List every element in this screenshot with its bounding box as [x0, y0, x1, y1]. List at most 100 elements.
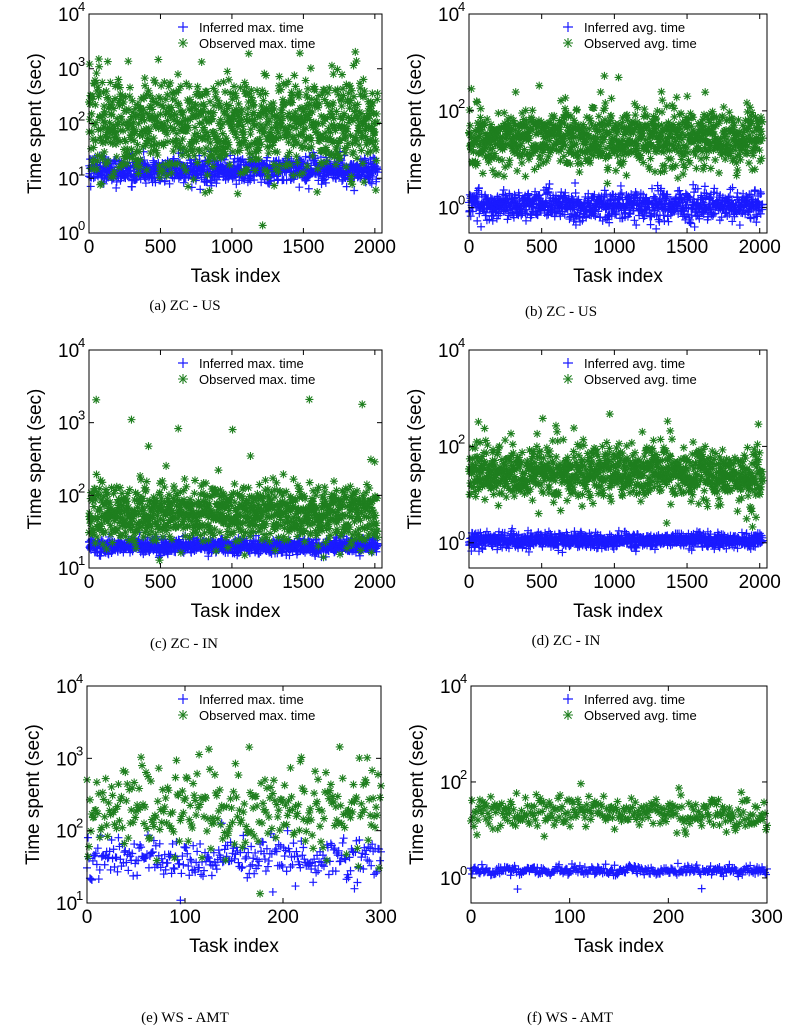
x-tick-label: 1500 — [666, 237, 708, 258]
data-point-observed — [199, 100, 208, 109]
data-point-observed — [275, 161, 284, 170]
data-point-observed — [288, 98, 297, 107]
data-point-observed — [476, 113, 485, 122]
data-point-observed — [163, 137, 172, 146]
data-point-observed — [358, 131, 367, 140]
data-point-observed — [118, 120, 127, 129]
data-point-observed — [110, 94, 119, 103]
data-point-inferred — [726, 185, 735, 194]
data-point-observed — [344, 139, 353, 148]
legend-label: Inferred avg. time — [584, 20, 685, 35]
data-point-observed — [306, 64, 315, 73]
data-point-observed — [89, 143, 98, 152]
data-point-observed — [121, 92, 130, 101]
data-point-inferred — [612, 209, 621, 218]
data-point-observed — [366, 136, 375, 145]
data-point-observed — [113, 135, 122, 144]
data-point-observed — [603, 179, 612, 188]
data-point-observed — [211, 92, 220, 101]
data-point-observed — [320, 95, 329, 104]
data-point-inferred — [632, 221, 641, 230]
data-point-observed — [349, 148, 358, 157]
data-point-observed — [370, 142, 379, 151]
data-point-observed — [285, 109, 294, 118]
data-point-observed — [337, 102, 346, 111]
data-point-observed — [96, 133, 105, 142]
data-point-observed — [345, 98, 354, 107]
data-point-observed — [143, 109, 152, 118]
data-point-observed — [189, 135, 198, 144]
data-point-observed — [95, 62, 104, 71]
data-point-observed — [113, 80, 122, 89]
data-point-observed — [282, 131, 291, 140]
data-point-observed — [276, 122, 285, 131]
data-point-observed — [214, 79, 223, 88]
data-point-observed — [556, 156, 565, 165]
data-point-observed — [317, 146, 326, 155]
data-point-observed — [91, 136, 100, 145]
data-point-observed — [338, 115, 347, 124]
data-point-observed — [331, 160, 340, 169]
data-point-observed — [355, 141, 364, 150]
y-tick-exponent: 2 — [78, 109, 85, 124]
data-point-observed — [301, 76, 310, 85]
data-point-inferred — [686, 219, 695, 228]
data-point-observed — [715, 168, 724, 177]
data-point-observed — [314, 103, 323, 112]
data-point-observed — [671, 161, 680, 170]
data-point-observed — [130, 136, 139, 145]
data-point-observed — [248, 150, 257, 159]
data-point-observed — [169, 115, 178, 124]
data-point-inferred — [488, 216, 497, 225]
data-point-observed — [103, 57, 112, 66]
panel-caption: (b) ZC - US — [525, 304, 597, 320]
data-point-observed — [358, 121, 367, 130]
data-point-observed — [331, 86, 340, 95]
y-tick-label: 10 — [58, 115, 79, 136]
data-point-observed — [207, 150, 216, 159]
data-point-observed — [186, 97, 195, 106]
data-point-observed — [130, 127, 139, 136]
data-point-observed — [366, 147, 375, 156]
data-point-observed — [128, 122, 137, 131]
data-point-inferred — [521, 216, 530, 225]
data-point-observed — [295, 49, 304, 58]
data-point-observed — [692, 164, 701, 173]
data-point-observed — [239, 127, 248, 136]
data-point-inferred — [473, 216, 482, 225]
data-point-observed — [173, 70, 182, 79]
data-point-observed — [246, 155, 255, 164]
data-point-observed — [307, 136, 316, 145]
data-point-observed — [88, 158, 97, 167]
data-point-observed — [329, 114, 338, 123]
data-point-inferred — [574, 195, 583, 204]
data-point-observed — [312, 118, 321, 127]
data-point-observed — [300, 116, 309, 125]
data-point-observed — [734, 115, 743, 124]
data-point-observed — [152, 140, 161, 149]
data-point-observed — [236, 169, 245, 178]
data-point-observed — [370, 127, 379, 136]
data-point-observed — [99, 88, 108, 97]
data-point-observed — [228, 95, 237, 104]
data-point-inferred — [494, 211, 503, 220]
data-point-observed — [352, 57, 361, 66]
data-point-observed — [92, 165, 101, 174]
data-point-observed — [517, 158, 526, 167]
data-point-observed — [292, 138, 301, 147]
data-point-observed — [231, 130, 240, 139]
data-point-observed — [611, 166, 620, 175]
data-point-observed — [221, 149, 230, 158]
data-point-observed — [525, 134, 534, 143]
x-tick-label: 1000 — [593, 237, 635, 258]
data-point-inferred — [304, 184, 313, 193]
y-tick-label: 10 — [438, 102, 459, 123]
data-point-observed — [697, 154, 706, 163]
data-point-observed — [349, 92, 358, 101]
data-point-observed — [299, 125, 308, 134]
data-point-observed — [363, 149, 372, 158]
data-point-observed — [279, 79, 288, 88]
data-point-observed — [240, 78, 249, 87]
